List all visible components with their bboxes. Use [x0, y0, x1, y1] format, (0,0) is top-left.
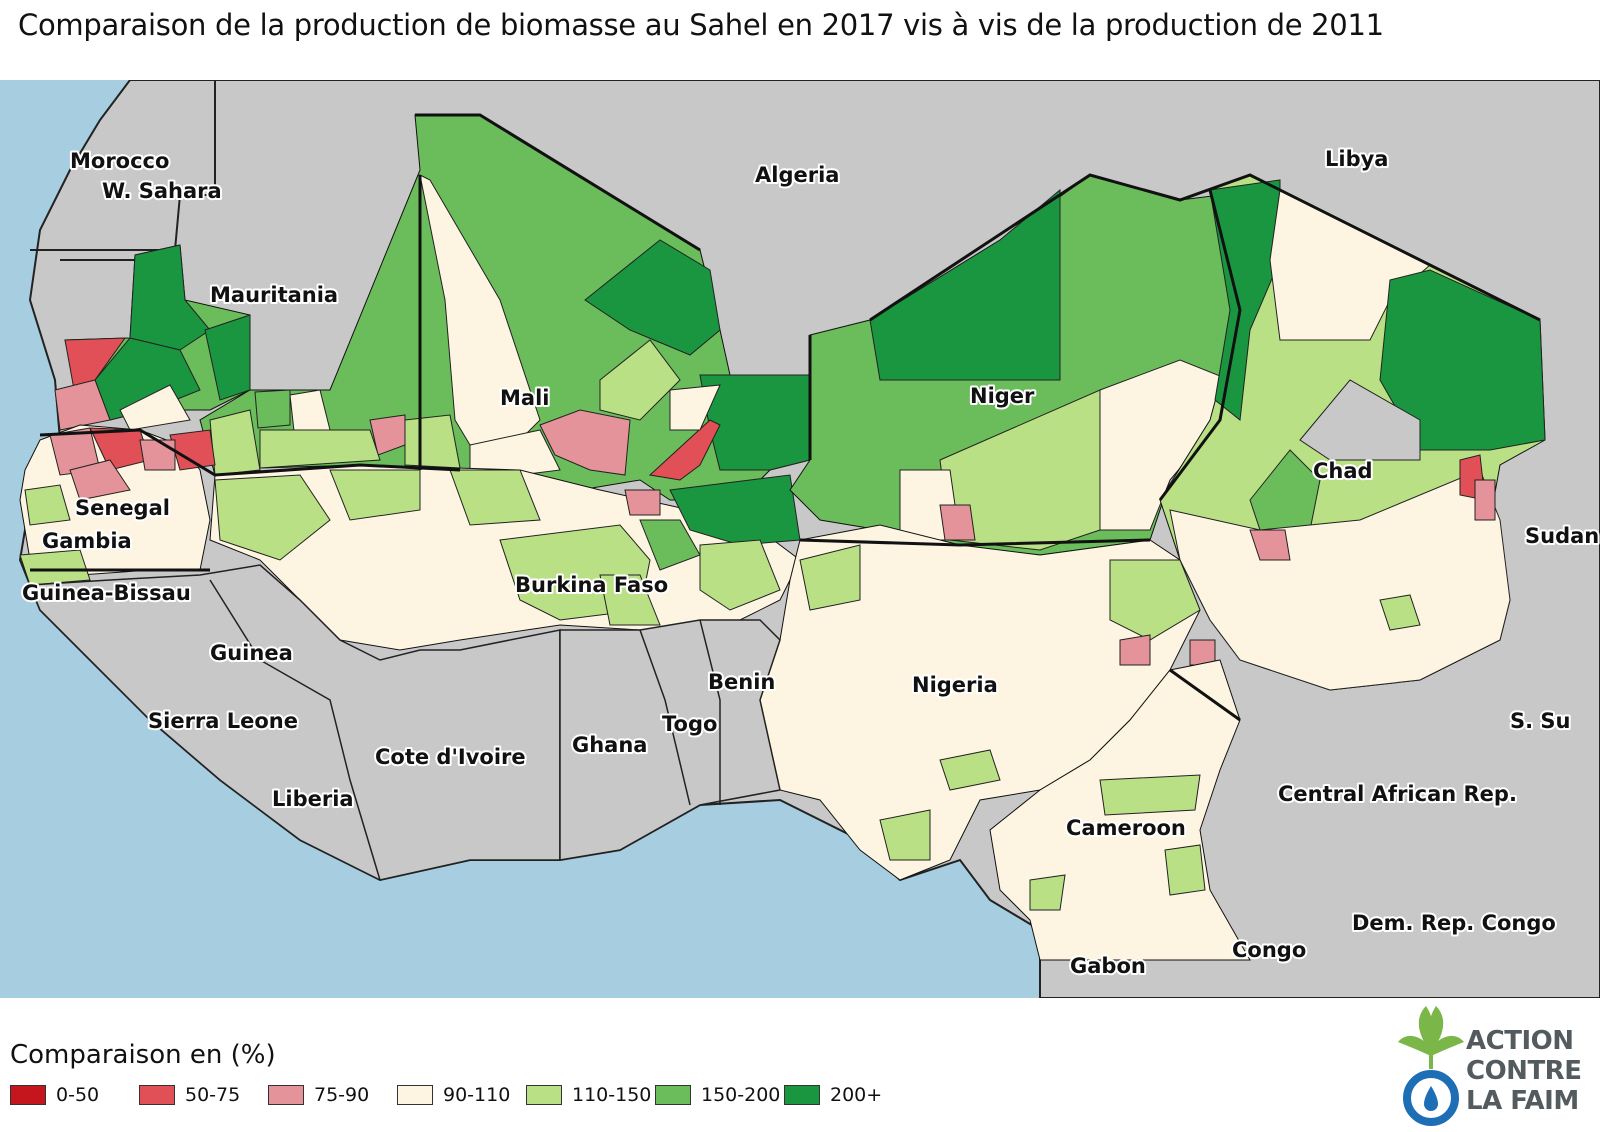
- map-title: Comparaison de la production de biomasse…: [18, 8, 1384, 42]
- label-niger: Niger: [970, 384, 1035, 408]
- label-central-african-rep: Central African Rep.: [1278, 782, 1517, 806]
- legend-label: 200+: [830, 1084, 883, 1106]
- label-gabon: Gabon: [1070, 954, 1146, 978]
- label-guinea: Guinea: [210, 641, 293, 665]
- label-chad: Chad: [1313, 459, 1373, 483]
- legend-swatch: [526, 1085, 562, 1105]
- legend-item: 50-75: [139, 1084, 268, 1106]
- label-benin: Benin: [708, 670, 775, 694]
- logo-text: ACTION CONTRE LA FAIM: [1466, 1026, 1582, 1116]
- label-nigeria: Nigeria: [912, 673, 998, 697]
- label-morocco: Morocco: [70, 149, 169, 173]
- legend-swatch: [268, 1085, 304, 1105]
- legend-item: 150-200: [655, 1084, 784, 1106]
- choropleth-map: Morocco W. Sahara Algeria Libya Mauritan…: [0, 80, 1600, 998]
- label-guinea-bissau: Guinea-Bissau: [22, 581, 191, 605]
- label-cote-divoire: Cote d'Ivoire: [375, 745, 526, 769]
- legend-swatch: [397, 1085, 433, 1105]
- legend-item: 0-50: [10, 1084, 139, 1106]
- logo-line-3: LA FAIM: [1466, 1086, 1579, 1116]
- legend-label: 0-50: [56, 1084, 100, 1106]
- legend-item: 90-110: [397, 1084, 526, 1106]
- action-contre-la-faim-logo: ACTION CONTRE LA FAIM: [1396, 1004, 1596, 1128]
- label-togo: Togo: [662, 712, 717, 736]
- legend-items: 0-50 50-75 75-90 90-110 110-150 150-200 200+: [10, 1084, 970, 1106]
- label-dem-rep-congo: Dem. Rep. Congo: [1352, 911, 1556, 935]
- legend-swatch: [10, 1085, 46, 1105]
- label-cameroon: Cameroon: [1066, 816, 1186, 840]
- label-mali: Mali: [500, 386, 549, 410]
- label-senegal: Senegal: [75, 496, 170, 520]
- legend-swatch: [139, 1085, 175, 1105]
- label-mauritania: Mauritania: [210, 283, 338, 307]
- legend-swatch: [655, 1085, 691, 1105]
- legend-swatch: [784, 1085, 820, 1105]
- legend-label: 110-150: [572, 1084, 652, 1106]
- logo-line-1: ACTION: [1466, 1026, 1574, 1056]
- label-sierra-leone: Sierra Leone: [148, 709, 298, 733]
- acf-logo-icon: [1398, 1006, 1464, 1126]
- label-congo: Congo: [1232, 938, 1306, 962]
- legend-item: 75-90: [268, 1084, 397, 1106]
- legend-label: 75-90: [314, 1084, 370, 1106]
- legend-title: Comparaison en (%): [10, 1040, 276, 1070]
- legend-label: 150-200: [701, 1084, 781, 1106]
- legend: Comparaison en (%) 0-50 50-75 75-90 90-110 1…: [10, 1040, 970, 1106]
- legend-label: 90-110: [443, 1084, 511, 1106]
- legend-item: 200+: [784, 1084, 913, 1106]
- region-mali: [199, 114, 811, 501]
- label-algeria: Algeria: [755, 163, 839, 187]
- label-gambia: Gambia: [42, 529, 132, 553]
- label-liberia: Liberia: [272, 787, 354, 811]
- label-s-sudan: S. Su: [1510, 709, 1571, 733]
- legend-label: 50-75: [185, 1084, 241, 1106]
- label-libya: Libya: [1325, 147, 1388, 171]
- label-burkina-faso: Burkina Faso: [515, 573, 668, 597]
- legend-item: 110-150: [526, 1084, 655, 1106]
- label-sudan: Sudan: [1525, 524, 1599, 548]
- label-w-sahara: W. Sahara: [102, 179, 222, 203]
- logo-line-2: CONTRE: [1466, 1056, 1582, 1086]
- label-ghana: Ghana: [572, 733, 647, 757]
